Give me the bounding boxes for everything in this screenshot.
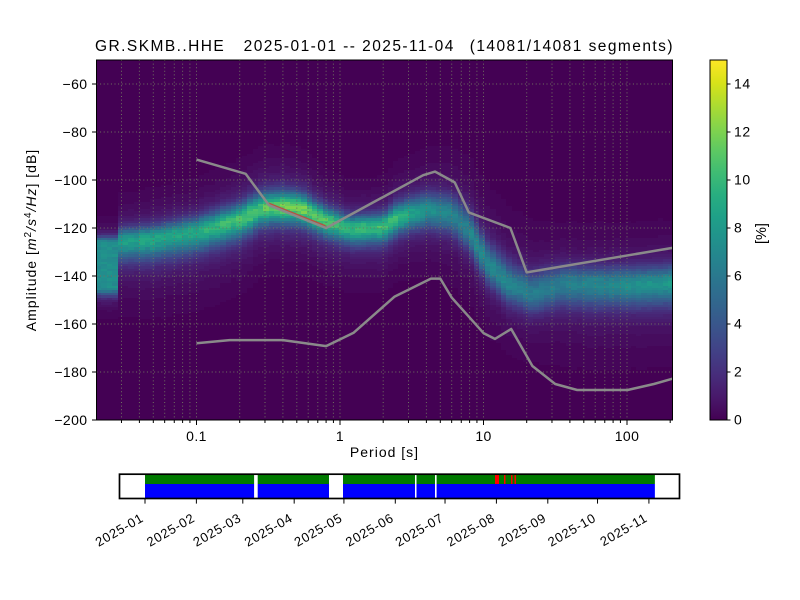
svg-text:2025-09: 2025-09: [495, 510, 548, 549]
svg-text:12: 12: [734, 124, 751, 140]
svg-text:−180: −180: [54, 364, 87, 380]
svg-text:Amplitude [m2/s4/Hz] [dB]: Amplitude [m2/s4/Hz] [dB]: [23, 149, 39, 331]
svg-text:−100: −100: [54, 172, 87, 188]
svg-text:[%]: [%]: [754, 223, 770, 244]
svg-text:2025-03: 2025-03: [190, 510, 243, 549]
svg-text:10: 10: [734, 172, 751, 188]
svg-text:−200: −200: [54, 412, 87, 428]
svg-text:2025-06: 2025-06: [343, 510, 396, 549]
svg-text:2025-10: 2025-10: [545, 510, 598, 549]
svg-text:2025-04: 2025-04: [242, 510, 295, 549]
svg-text:0: 0: [734, 412, 742, 428]
svg-text:100: 100: [615, 428, 640, 444]
svg-text:−140: −140: [54, 268, 87, 284]
svg-text:4: 4: [734, 316, 742, 332]
svg-text:2025-08: 2025-08: [444, 510, 497, 549]
svg-text:GR.SKMB..HHE 2025-01-01 -- 20: GR.SKMB..HHE 2025-01-01 -- 2025-11-04 (1…: [95, 38, 674, 55]
svg-text:−160: −160: [54, 316, 87, 332]
svg-text:2025-01: 2025-01: [93, 510, 146, 549]
svg-text:14: 14: [734, 76, 751, 92]
svg-text:0.1: 0.1: [186, 428, 207, 444]
svg-text:2025-07: 2025-07: [393, 510, 446, 549]
svg-text:2025-05: 2025-05: [292, 510, 345, 549]
svg-text:−80: −80: [63, 124, 88, 140]
svg-text:10: 10: [475, 428, 491, 444]
svg-text:6: 6: [734, 268, 742, 284]
svg-text:2025-11: 2025-11: [597, 510, 650, 549]
svg-text:Period [s]: Period [s]: [350, 444, 419, 460]
svg-text:2025-02: 2025-02: [144, 510, 197, 549]
svg-text:1: 1: [336, 428, 344, 444]
svg-text:−120: −120: [54, 220, 87, 236]
svg-text:8: 8: [734, 220, 742, 236]
svg-text:2: 2: [734, 364, 742, 380]
svg-text:−60: −60: [63, 76, 88, 92]
